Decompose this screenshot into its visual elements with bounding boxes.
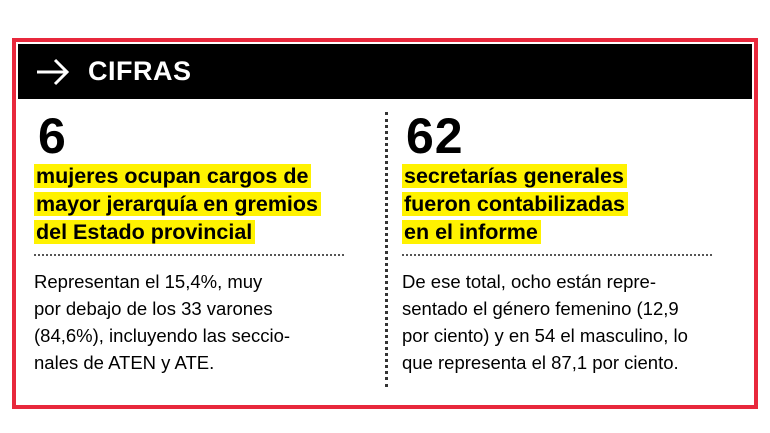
left-body-line: (84,6%), incluyendo las seccio- <box>34 325 291 346</box>
right-body-line: por ciento) y en 54 el masculino, lo <box>402 325 688 346</box>
left-big-number: 6 <box>38 108 67 164</box>
right-headline-line: en el informe <box>402 220 541 244</box>
header-bar: CIFRAS <box>18 44 752 99</box>
left-headline-line: del Estado provincial <box>34 220 256 244</box>
left-body-text: Representan el 15,4%, muy por debajo de … <box>34 268 364 376</box>
left-dotted-separator <box>34 254 344 256</box>
vertical-dotted-divider <box>385 112 388 387</box>
right-body-line: De ese total, ocho están repre- <box>402 271 657 292</box>
right-dotted-separator <box>402 254 712 256</box>
right-column: 62 secretarías generales fueron contabil… <box>402 99 732 376</box>
arrow-right-icon <box>37 58 70 86</box>
right-body-text: De ese total, ocho están repre- sentado … <box>402 268 732 376</box>
right-headline-line: fueron contabilizadas <box>402 192 629 216</box>
right-body-line: sentado el género femenino (12,9 <box>402 298 679 319</box>
right-body-line: que representa el 87,1 por ciento. <box>402 352 679 373</box>
header-title: CIFRAS <box>88 56 192 86</box>
cifras-box: CIFRAS 6 mujeres ocupan cargos de mayor … <box>12 38 758 409</box>
left-body-line: nales de ATEN y ATE. <box>34 352 215 373</box>
left-headline-line: mayor jerarquía en gremios <box>34 192 321 216</box>
right-headline: secretarías generales fueron contabiliza… <box>402 162 732 246</box>
left-headline: mujeres ocupan cargos de mayor jerarquía… <box>34 162 364 246</box>
left-body-line: Representan el 15,4%, muy <box>34 271 263 292</box>
left-headline-line: mujeres ocupan cargos de <box>34 164 312 188</box>
left-body-line: por debajo de los 33 varones <box>34 298 273 319</box>
right-headline-line: secretarías generales <box>402 164 627 188</box>
right-big-number: 62 <box>406 108 464 164</box>
left-column: 6 mujeres ocupan cargos de mayor jerarqu… <box>34 99 364 376</box>
